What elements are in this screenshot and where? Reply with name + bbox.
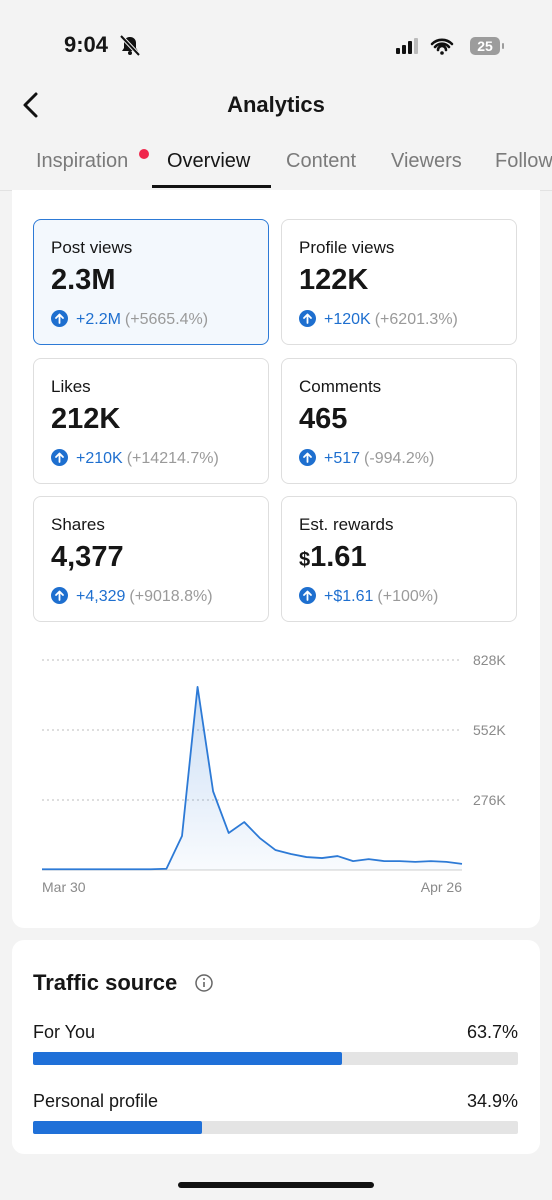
metric-currency: $ [299,549,311,571]
metric-card[interactable]: Est. rewards $1.61 +$1.61 (+100%) [281,496,517,622]
progress-fill [33,1052,342,1065]
silent-icon [119,34,141,56]
overview-card: 276K 552K 828K Mar 30 Apr 26 Post views 2.3M +… [12,190,540,928]
x-tick-label: Mar 30 [42,879,86,895]
metric-percent: (+9018.8%) [129,588,213,605]
metric-value: 4,377 [51,541,124,574]
metric-change: +120K (+6201.3%) [299,310,458,329]
tab[interactable]: Overview [167,150,251,172]
tab-underline [152,185,271,188]
tab[interactable]: Content [286,150,357,172]
up-arrow-icon [51,310,68,327]
back-button[interactable] [18,90,42,120]
metric-value: 122K [299,264,368,297]
metric-delta: +2.2M [76,311,121,328]
y-tick-label: 828K [473,652,506,668]
metric-number: 1.61 [310,541,367,573]
metric-card[interactable]: Likes 212K +210K (+14214.7%) [33,357,269,484]
tab-bar: Inspiration Overview Content Viewers Follow [0,140,552,191]
progress-fill [33,1121,203,1134]
status-time: 9:04 [64,32,109,57]
home-indicator [178,1182,374,1188]
metric-change: +517 (-994.2%) [299,448,435,468]
metric-percent: (+5665.4%) [124,311,209,328]
traffic-percent: 34.9% [466,1091,518,1111]
info-icon[interactable] [194,973,214,993]
metric-label: Shares [51,515,105,534]
metric-card[interactable]: Post views 2.3M +2.2M (+5665.4%) [33,219,269,345]
battery-level: 25 [477,38,493,54]
area [42,686,462,870]
metric-number: 122K [299,264,369,296]
tab[interactable]: Follow [495,150,552,172]
up-arrow-icon [51,448,68,466]
metric-label: Post views [51,238,133,257]
up-arrow-icon [299,310,316,327]
up-arrow-icon [299,448,316,466]
metric-label: Est. rewards [299,515,394,534]
metric-value: 465 [299,403,347,436]
y-tick-label: 552K [473,722,506,738]
metric-change: +4,329 (+9018.8%) [51,587,213,606]
metric-change: +$1.61 (+100%) [299,587,438,606]
x-tick-label: Apr 26 [421,879,462,895]
tab[interactable]: Viewers [391,150,462,172]
traffic-title: Traffic source [33,970,178,995]
metric-card[interactable]: Shares 4,377 +4,329 (+9018.8%) [33,496,269,622]
metric-percent: (+6201.3%) [374,311,458,328]
metric-card[interactable]: Profile views 122K +120K (+6201.3%) [281,219,517,345]
notification-dot [139,149,149,159]
metric-delta: +120K [324,311,371,328]
metric-number: 212K [51,402,121,435]
metric-delta: +$1.61 [324,588,374,605]
line [42,685,463,871]
metric-delta: +4,329 [76,588,126,605]
metric-label: Profile views [299,238,395,257]
metric-value: 2.3M [51,264,115,297]
traffic-percent: 63.7% [466,1022,518,1042]
traffic-card: Traffic source For You 63.7% Personal prof… [12,940,540,1154]
metric-percent: (+14214.7%) [126,449,219,467]
metric-change: +210K (+14214.7%) [51,448,219,468]
metric-number: 2.3M [51,264,116,296]
metric-number: 4,377 [51,541,124,573]
status-icons: 25 [396,37,504,55]
metric-card[interactable]: Comments 465 +517 (-994.2%) [281,357,517,484]
metric-percent: (+100%) [377,588,439,605]
metric-value: $1.61 [299,541,367,574]
metric-delta: +210K [76,449,123,467]
metric-value: 212K [51,403,120,436]
metric-percent: (-994.2%) [364,449,435,467]
metric-number: 465 [299,402,348,435]
metric-delta: +517 [324,449,361,467]
up-arrow-icon [299,587,316,604]
traffic-name: Personal profile [33,1091,159,1111]
metric-label: Likes [51,376,91,396]
tab[interactable]: Inspiration [36,150,129,172]
page-title: Analytics [227,92,325,117]
y-tick-label: 276K [473,792,506,808]
metric-label: Comments [299,376,382,396]
chart: 276K 552K 828K Mar 30 Apr 26 [42,652,506,895]
metric-change: +2.2M (+5665.4%) [51,310,208,329]
traffic-name: For You [33,1022,96,1042]
up-arrow-icon [51,587,68,604]
